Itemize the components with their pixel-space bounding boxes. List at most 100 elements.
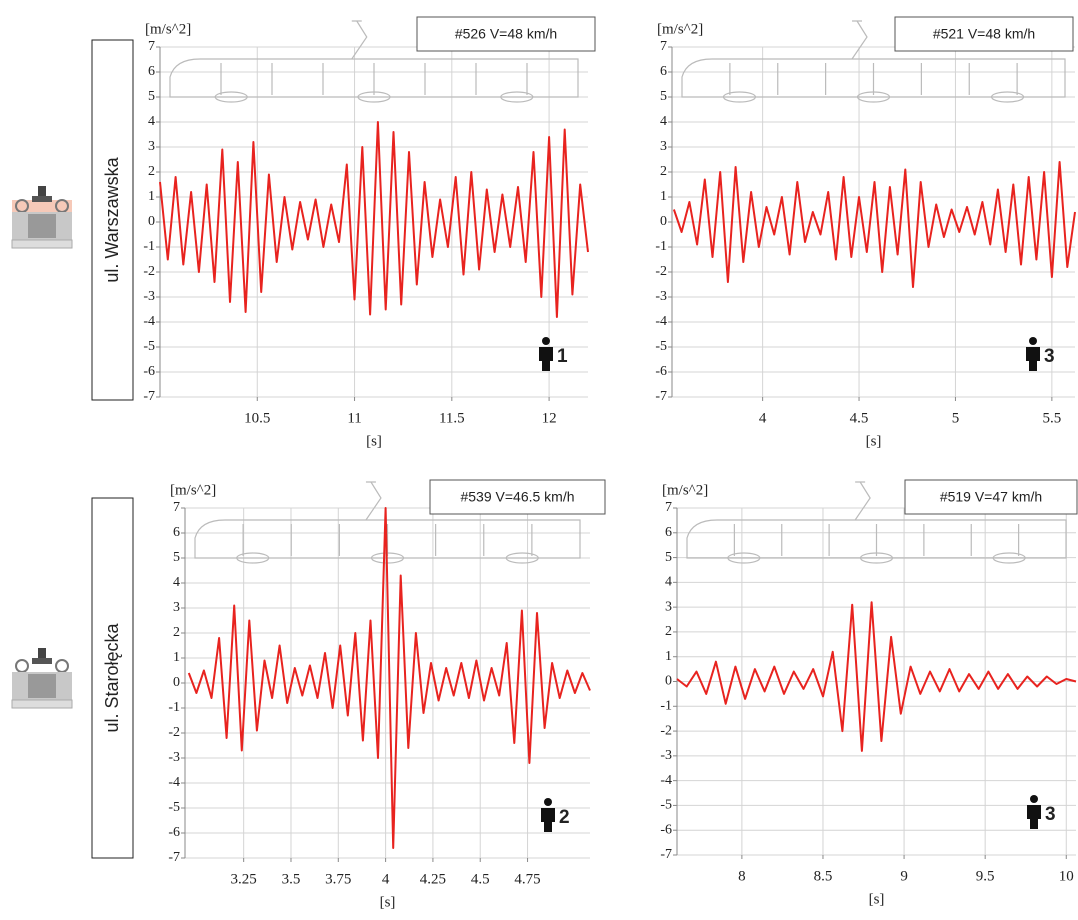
y-tick-label: -7 (168, 850, 180, 865)
x-tick-label: 11.5 (439, 410, 465, 426)
y-tick-label: 4 (660, 114, 667, 129)
y-tick-label: 1 (173, 650, 180, 665)
tram-body (681, 58, 1066, 98)
tram-wheel (722, 91, 757, 103)
y-tick-label: 4 (665, 575, 672, 590)
y-tick-label: -1 (143, 239, 155, 254)
tram-wheel (214, 91, 248, 103)
y-axis-label: [m/s^2] (657, 21, 703, 37)
person-head (544, 798, 552, 806)
y-axis-label: [m/s^2] (145, 21, 191, 37)
x-tick-label: 4 (759, 410, 767, 426)
x-tick-label: 8.5 (814, 868, 833, 884)
y-tick-label: 3 (173, 600, 180, 615)
y-tick-label: 7 (665, 500, 672, 515)
x-tick-label: 4 (382, 871, 390, 887)
person-number: 3 (1045, 804, 1056, 825)
y-tick-label: -5 (655, 339, 667, 354)
annotation: #539 V=46.5 km/h (460, 489, 574, 505)
tram-wheel (500, 91, 534, 103)
row-label: ul. Warszawska (102, 156, 122, 282)
annotation-box (904, 479, 1078, 515)
x-tick-label: 3.25 (231, 871, 257, 887)
y-tick-label: -7 (143, 389, 155, 404)
tram-body (169, 58, 579, 98)
tram-body (686, 519, 1067, 559)
y-tick-label: -6 (143, 364, 155, 379)
y-axis-label: [m/s^2] (662, 482, 708, 498)
y-tick-label: -2 (660, 723, 672, 738)
person-number: 2 (559, 807, 570, 828)
y-tick-label: -6 (660, 822, 672, 837)
y-tick-label: 6 (665, 525, 672, 540)
annotation-box (429, 479, 606, 515)
x-tick-label: 8 (738, 868, 746, 884)
annotation-box (894, 16, 1074, 52)
y-tick-label: 6 (660, 64, 667, 79)
y-tick-label: -2 (143, 264, 155, 279)
y-tick-label: -5 (168, 800, 180, 815)
tram-wheel (727, 552, 761, 564)
x-axis-label: [s] (380, 894, 396, 910)
person-head (1029, 337, 1037, 345)
y-tick-label: 4 (148, 114, 155, 129)
y-tick-label: 3 (660, 139, 667, 154)
tram-outline (194, 481, 581, 564)
y-tick-label: -1 (660, 699, 672, 714)
x-tick-label: 10 (1059, 868, 1074, 884)
x-axis-label: [s] (869, 891, 885, 907)
tram-wheel (990, 91, 1025, 103)
person-body (1027, 805, 1041, 829)
y-tick-label: 5 (173, 550, 180, 565)
annotation-box (416, 16, 596, 52)
pantograph (351, 20, 368, 60)
x-tick-label: 12 (542, 410, 557, 426)
y-tick-label: 0 (173, 675, 180, 690)
row-label-box (91, 39, 134, 401)
y-tick-label: -3 (168, 750, 180, 765)
tram-wheel (236, 552, 270, 564)
y-tick-label: -7 (660, 847, 672, 862)
y-tick-label: -5 (143, 339, 155, 354)
y-tick-label: -4 (143, 314, 155, 329)
x-tick-label: 10.5 (244, 410, 270, 426)
tram-outline (686, 481, 1067, 564)
annotation: #521 V=48 km/h (933, 26, 1035, 42)
y-tick-label: -3 (660, 748, 672, 763)
y-tick-label: -2 (168, 725, 180, 740)
person-body (541, 808, 555, 832)
y-tick-label: -1 (168, 700, 180, 715)
y-tick-label: -7 (655, 389, 667, 404)
person-body (539, 347, 553, 371)
y-tick-label: 1 (660, 189, 667, 204)
y-tick-label: -4 (660, 773, 672, 788)
x-tick-label: 5.5 (1042, 410, 1061, 426)
y-tick-label: 4 (173, 575, 180, 590)
x-axis-label: [s] (366, 433, 382, 449)
y-tick-label: -4 (655, 314, 667, 329)
person-head (542, 337, 550, 345)
y-tick-label: 1 (148, 189, 155, 204)
signal-line (676, 601, 1077, 752)
y-tick-label: -2 (655, 264, 667, 279)
signal-line (159, 121, 589, 318)
y-tick-label: -6 (168, 825, 180, 840)
tram-wheel (856, 91, 891, 103)
x-tick-label: 9.5 (976, 868, 995, 884)
person-number: 1 (557, 346, 568, 367)
pantograph (854, 481, 871, 521)
signal-line (672, 161, 1076, 288)
y-tick-label: 0 (665, 674, 672, 689)
annotation: #519 V=47 km/h (940, 489, 1042, 505)
y-tick-label: -4 (168, 775, 180, 790)
x-tick-label: 4.5 (471, 871, 490, 887)
y-axis-label: [m/s^2] (170, 482, 216, 498)
x-tick-label: 11 (347, 410, 361, 426)
y-tick-label: 3 (148, 139, 155, 154)
y-tick-label: 3 (665, 599, 672, 614)
tram-wheel (859, 552, 894, 564)
y-tick-label: -3 (655, 289, 667, 304)
y-tick-label: 2 (665, 624, 672, 639)
tram-wheel (505, 552, 539, 564)
